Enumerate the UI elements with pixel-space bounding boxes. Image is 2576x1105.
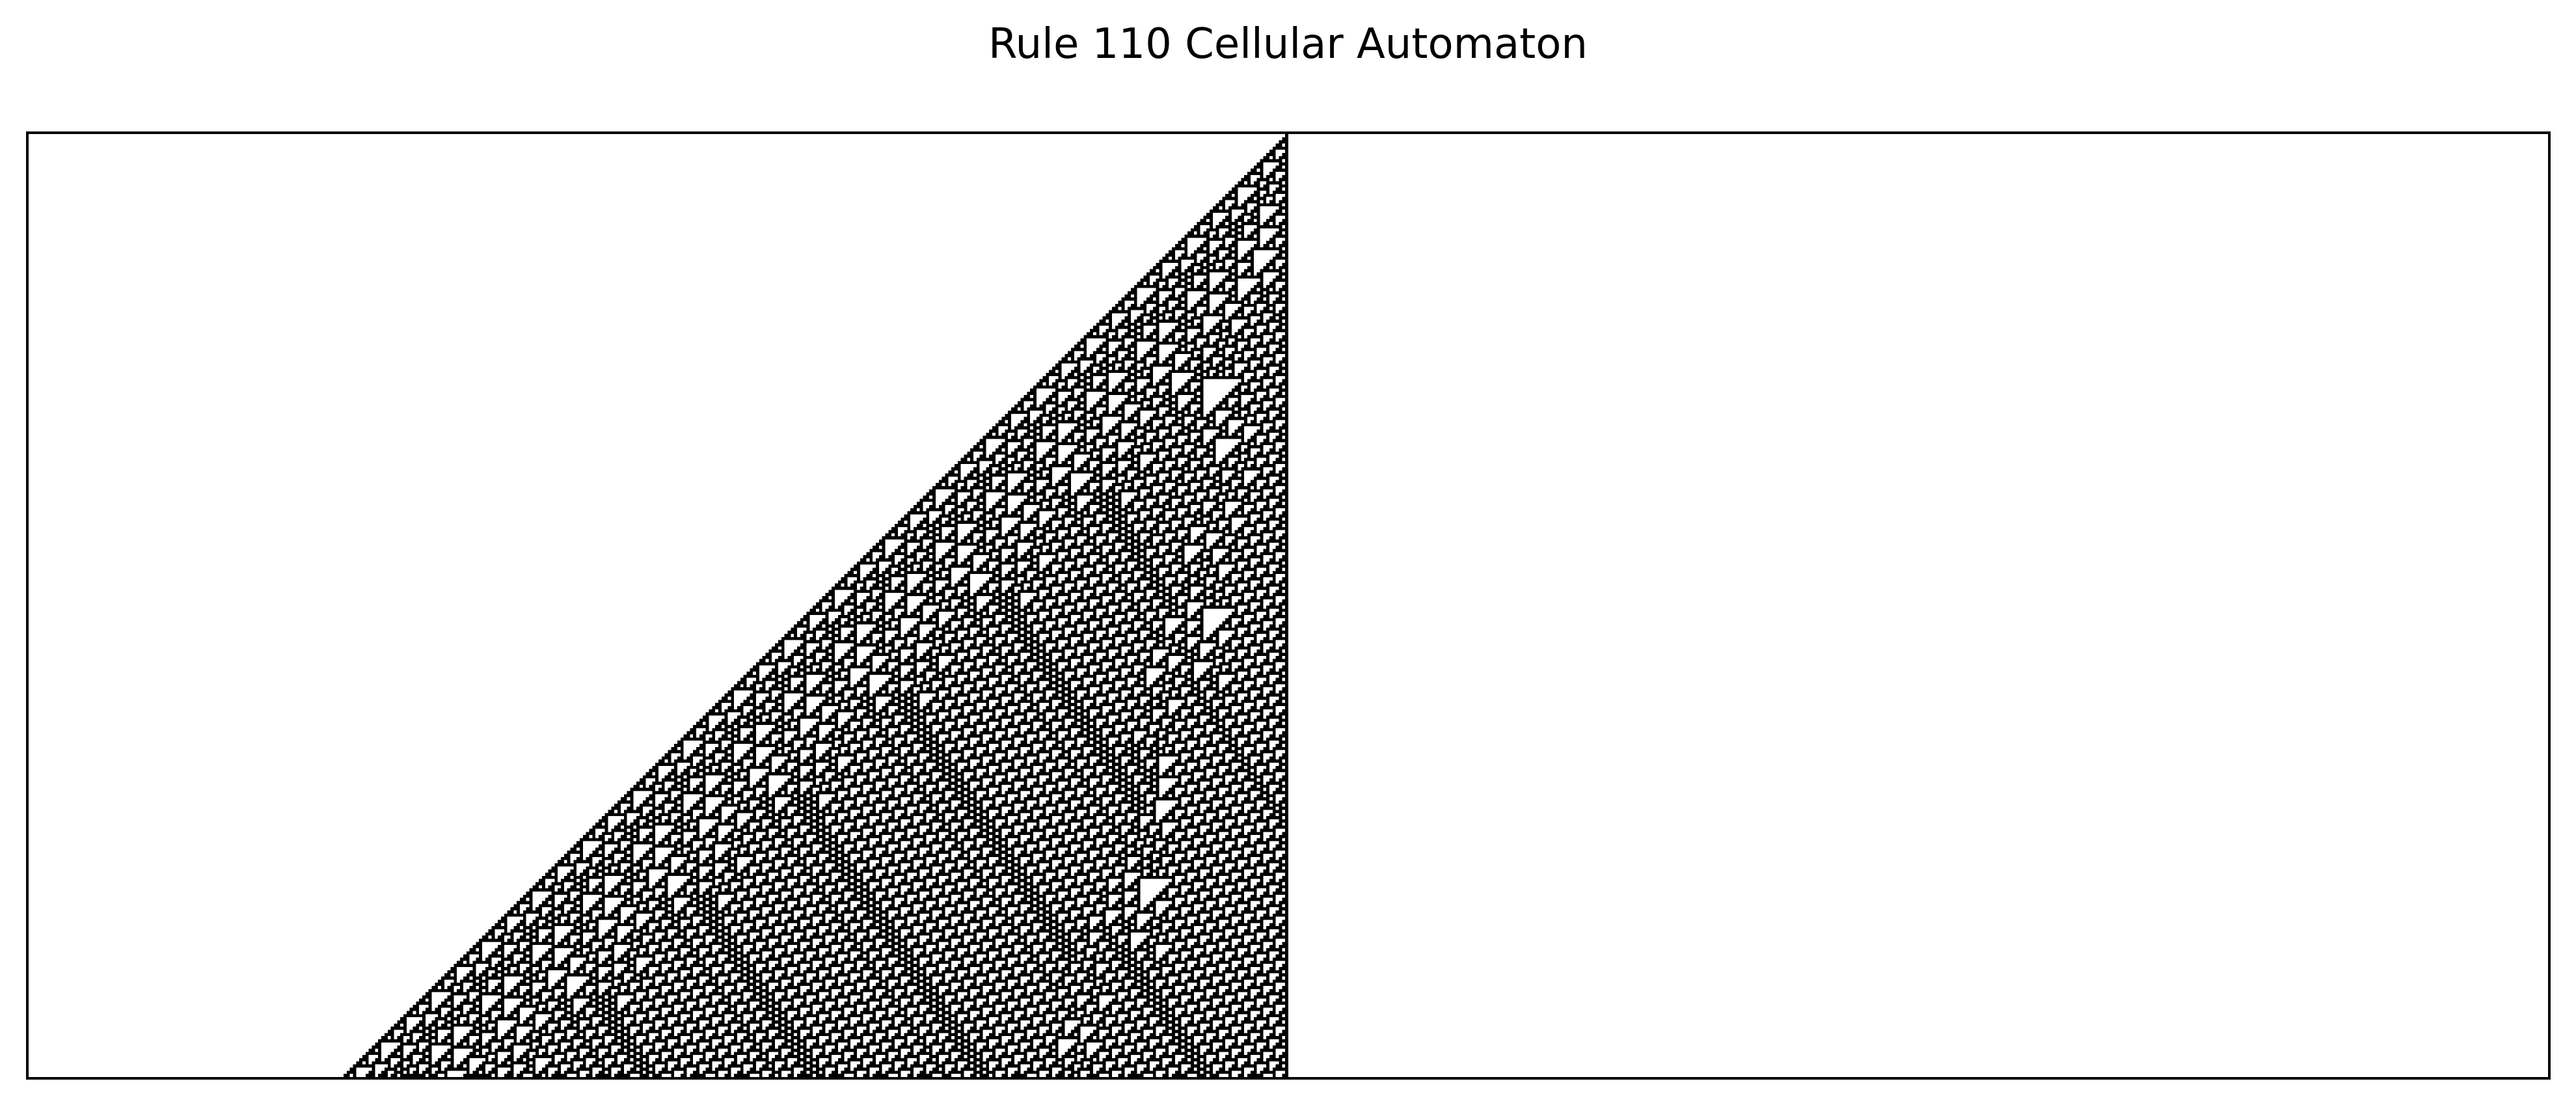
plot-area [26, 131, 2551, 1080]
chart-title: Rule 110 Cellular Automaton [988, 20, 1588, 68]
automaton-grid [29, 134, 2548, 1077]
